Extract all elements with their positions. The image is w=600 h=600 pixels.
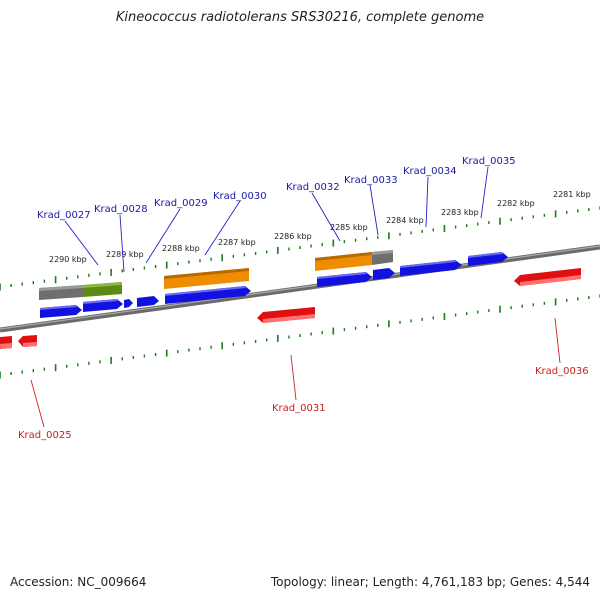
kbp-label: 2286 kbp xyxy=(274,232,312,241)
scale-track-top xyxy=(0,206,600,291)
gene-label-krad-0031[interactable]: Krad_0031 xyxy=(272,403,326,414)
kbp-label: 2285 kbp xyxy=(330,223,368,232)
top-label-leaders xyxy=(64,166,489,273)
gene-forward[interactable] xyxy=(165,286,251,304)
gene-label-krad-0028[interactable]: Krad_0028 xyxy=(94,204,148,215)
forward-genes xyxy=(40,252,508,318)
gene-label-krad-0034[interactable]: Krad_0034 xyxy=(403,166,457,177)
gene-label-krad-0036[interactable]: Krad_0036 xyxy=(535,366,589,377)
gene-label-krad-0025[interactable]: Krad_0025 xyxy=(18,430,72,441)
gene-label-krad-0030[interactable]: Krad_0030 xyxy=(213,191,267,202)
scale-track-bottom xyxy=(0,294,600,379)
gene-forward[interactable] xyxy=(373,268,395,280)
forward-gene-highlights xyxy=(40,252,503,310)
topology-text: Topology: linear; Length: 4,761,183 bp; … xyxy=(270,575,590,589)
gene-label-krad-0029[interactable]: Krad_0029 xyxy=(154,198,208,209)
kbp-label: 2281 kbp xyxy=(553,190,591,199)
kbp-label: 2288 kbp xyxy=(162,244,200,253)
bottom-label-leaders xyxy=(30,317,561,428)
kbp-label: 2283 kbp xyxy=(441,208,479,217)
kbp-label: 2284 kbp xyxy=(386,216,424,225)
feature-row-upper xyxy=(39,250,393,300)
genome-title: Kineococcus radiotolerans SRS30216, comp… xyxy=(115,10,485,25)
gene-label-krad-0035[interactable]: Krad_0035 xyxy=(462,156,516,167)
kbp-label: 2282 kbp xyxy=(497,199,535,208)
kbp-label: 2289 kbp xyxy=(106,250,144,259)
gene-forward[interactable] xyxy=(137,296,159,307)
gene-forward[interactable] xyxy=(400,260,462,276)
gene-forward[interactable] xyxy=(124,299,133,308)
accession-text: Accession: NC_009664 xyxy=(10,575,147,589)
kbp-label: 2290 kbp xyxy=(49,255,87,264)
gene-label-krad-0033[interactable]: Krad_0033 xyxy=(344,175,398,186)
feature-orange[interactable] xyxy=(164,268,249,289)
gene-label-krad-0032[interactable]: Krad_0032 xyxy=(286,182,340,193)
reverse-gene-highlights xyxy=(0,275,581,349)
kbp-label: 2287 kbp xyxy=(218,238,256,247)
gene-label-krad-0027[interactable]: Krad_0027 xyxy=(37,210,91,221)
